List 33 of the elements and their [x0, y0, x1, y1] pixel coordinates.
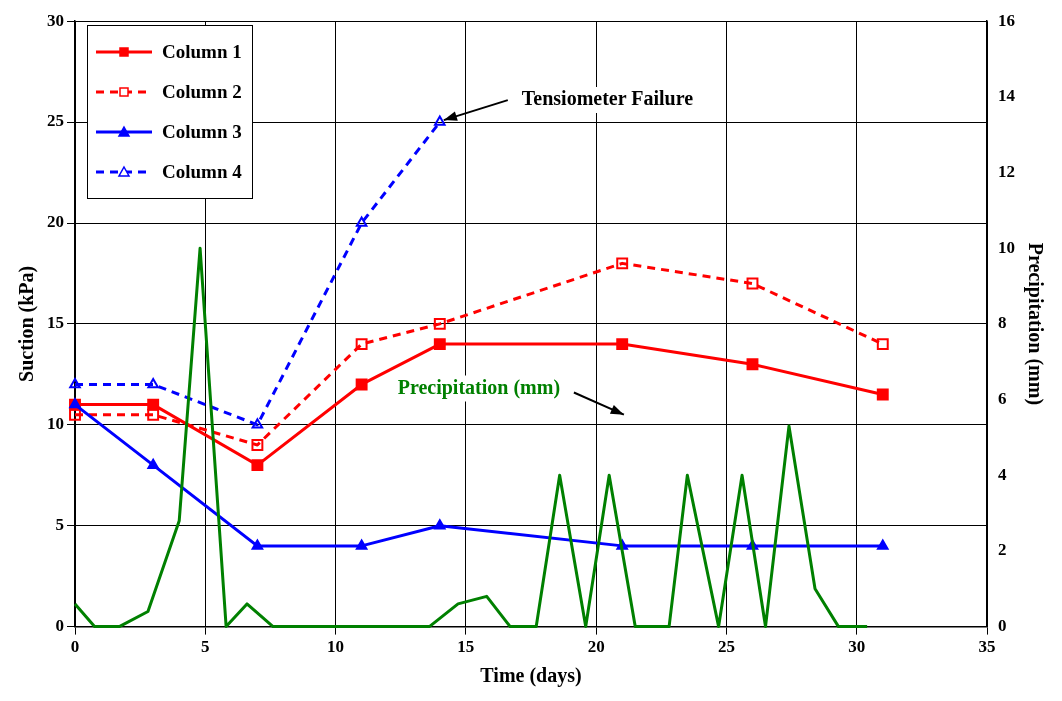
y2-tick-label: 4 — [998, 464, 1007, 484]
y-tick-label: 15 — [47, 313, 64, 333]
y2-tick-label: 2 — [998, 540, 1007, 560]
y-tick-label: 30 — [47, 10, 64, 30]
y2-tick-label: 16 — [998, 10, 1015, 30]
y2-tick-label: 6 — [998, 388, 1007, 408]
x-tick-label: 20 — [587, 637, 605, 657]
x-tick-label: 5 — [201, 637, 210, 657]
y2-tick-label: 14 — [998, 86, 1016, 106]
y2-tick-label: 12 — [998, 161, 1015, 181]
x-tick-label: 35 — [978, 637, 996, 657]
y-tick-label: 20 — [47, 212, 64, 232]
y-tick-label: 0 — [55, 615, 64, 635]
x-axis-title: Time (days) — [480, 664, 582, 688]
y-tick-label: 5 — [55, 515, 64, 535]
x-tick-label: 25 — [717, 637, 735, 657]
x-tick-label: 15 — [457, 637, 475, 657]
legend-label: Column 4 — [162, 161, 242, 184]
x-tick-label: 0 — [70, 637, 80, 657]
legend-label: Column 2 — [162, 81, 242, 104]
x-tick-label: 30 — [848, 637, 866, 657]
text: Precipitation (mm) — [397, 375, 561, 399]
y2-tick-label: 10 — [998, 237, 1015, 257]
x-tick-label: 10 — [327, 637, 345, 657]
y2-tick-label: 0 — [998, 615, 1007, 635]
y-tick-label: 10 — [47, 414, 64, 434]
y2-axis-title: Precipitation (mm) — [1023, 242, 1047, 406]
y2-tick-label: 8 — [998, 313, 1007, 333]
annotation: Tensiometer Failure — [521, 87, 694, 110]
y-tick-label: 25 — [47, 111, 64, 131]
y-axis-title: Suction (kPa) — [15, 265, 39, 382]
legend-label: Column 3 — [162, 121, 242, 144]
legend-label: Column 1 — [162, 41, 242, 64]
